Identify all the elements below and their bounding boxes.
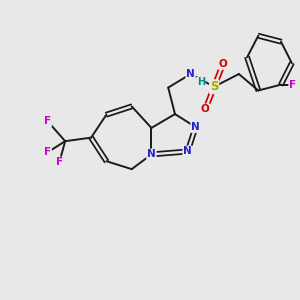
Text: O: O bbox=[201, 104, 210, 114]
Text: F: F bbox=[44, 116, 51, 126]
Text: S: S bbox=[210, 80, 218, 93]
Text: N: N bbox=[191, 122, 200, 132]
Text: N: N bbox=[183, 146, 192, 157]
Text: N: N bbox=[186, 69, 195, 79]
Text: F: F bbox=[56, 158, 63, 167]
Text: F: F bbox=[289, 80, 296, 90]
Text: O: O bbox=[219, 59, 227, 69]
Text: H: H bbox=[197, 77, 205, 87]
Text: F: F bbox=[44, 147, 51, 158]
Text: N: N bbox=[147, 149, 156, 159]
